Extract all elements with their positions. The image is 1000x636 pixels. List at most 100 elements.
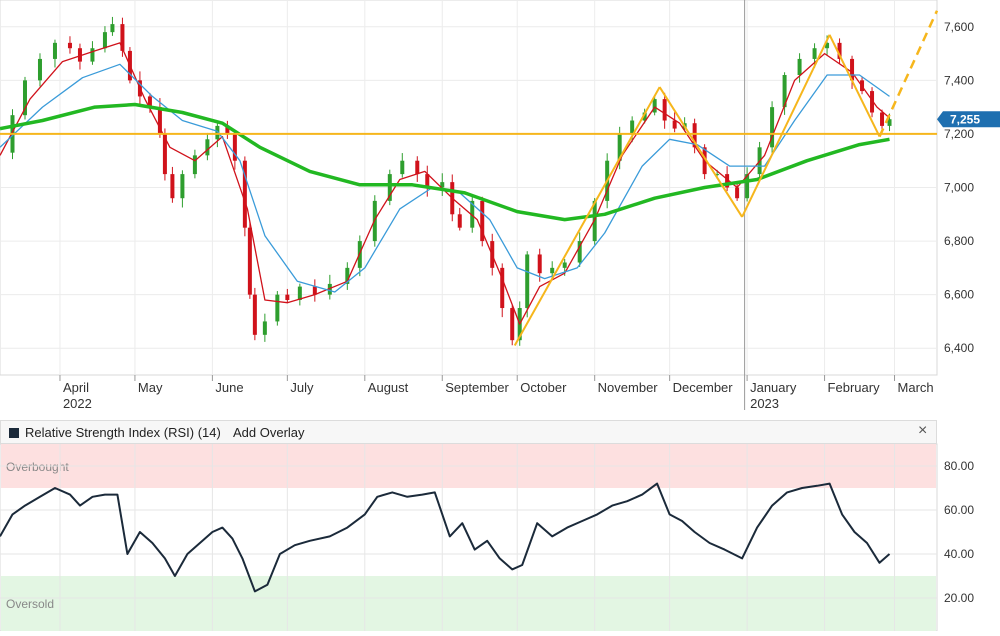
candle-body: [782, 75, 787, 108]
add-overlay-button[interactable]: Add Overlay: [233, 425, 305, 440]
x-year-label: 2023: [750, 396, 779, 411]
candle-body: [550, 267, 555, 274]
candle-body: [812, 48, 817, 59]
rsi-ytick-label: 80.00: [944, 459, 974, 473]
candle-body: [400, 160, 405, 175]
pattern-line: [741, 34, 831, 218]
candle-body: [285, 294, 290, 300]
candle-body: [425, 174, 430, 188]
candle-body: [215, 125, 220, 140]
candle-body: [67, 42, 72, 49]
moving-average-sma_fast: [0, 42, 890, 325]
candle-body: [110, 24, 115, 33]
candle-body: [170, 174, 175, 199]
price-ytick-label: 6,400: [944, 341, 974, 355]
candle-body: [745, 174, 750, 199]
candle-body: [457, 214, 462, 228]
moving-average-sma_slow: [0, 102, 890, 222]
price-ytick-label: 7,000: [944, 181, 974, 195]
candle-body: [592, 200, 597, 242]
x-month-label: December: [673, 380, 734, 395]
candle-body: [77, 48, 82, 62]
candle-body: [192, 155, 197, 175]
candle-body: [642, 112, 647, 121]
candle-body: [247, 227, 252, 295]
candle-body: [850, 58, 855, 81]
candle-body: [887, 119, 892, 126]
x-month-label: May: [138, 380, 163, 395]
candle-body: [500, 267, 505, 309]
candle-body: [470, 200, 475, 228]
candle-body: [262, 321, 267, 335]
candle-body: [880, 112, 885, 126]
x-month-label: November: [598, 380, 659, 395]
x-month-label: September: [445, 380, 509, 395]
rsi-line: [0, 482, 891, 593]
pattern-line: [513, 86, 661, 347]
candle-body: [157, 107, 162, 134]
x-month-label: March: [898, 380, 934, 395]
candle-body: [345, 267, 350, 284]
rsi-ytick-label: 40.00: [944, 547, 974, 561]
price-ytick-label: 7,200: [944, 127, 974, 141]
candle-body: [37, 58, 42, 81]
candle-body: [562, 262, 567, 268]
candle-body: [577, 241, 582, 263]
candle-body: [415, 160, 420, 175]
rsi-ytick-label: 60.00: [944, 503, 974, 517]
candle-body: [630, 120, 635, 134]
candle-body: [672, 120, 677, 129]
candle-body: [52, 42, 57, 59]
candle-body: [510, 308, 515, 341]
candle-body: [692, 123, 697, 148]
x-month-label: April: [63, 380, 89, 395]
x-month-label: August: [368, 380, 409, 395]
price-ytick-label: 6,800: [944, 234, 974, 248]
candle-body: [225, 125, 230, 134]
last-price-tag: [937, 111, 1000, 128]
x-month-label: February: [828, 380, 881, 395]
candle-body: [312, 286, 317, 295]
candle-body: [252, 294, 257, 335]
rsi-zone-label: Oversold: [6, 597, 54, 611]
candle-body: [22, 80, 27, 116]
candle-body: [870, 91, 875, 113]
candle-body: [825, 42, 830, 49]
rsi-title: Relative Strength Index (RSI) (14): [25, 425, 221, 440]
candle-body: [725, 174, 730, 188]
price-ytick-label: 7,600: [944, 20, 974, 34]
candle-body: [662, 99, 667, 121]
rsi-zone-oversold: [1, 576, 936, 631]
pattern-line: [658, 86, 743, 218]
candle-body: [242, 160, 247, 228]
candle-body: [275, 294, 280, 322]
last-price-label: 7,255: [950, 113, 980, 127]
candle-body: [147, 96, 152, 108]
candle-body: [715, 174, 720, 176]
x-month-label: June: [215, 380, 243, 395]
pattern-line: [828, 34, 881, 138]
candle-body: [480, 200, 485, 242]
candle-body: [537, 254, 542, 274]
candle-body: [617, 133, 622, 161]
candle-body: [770, 107, 775, 148]
price-ytick-label: 6,600: [944, 288, 974, 302]
candle-body: [180, 174, 185, 199]
rsi-ytick-label: 20.00: [944, 591, 974, 605]
candle-body: [297, 286, 302, 300]
candle-body: [525, 254, 530, 309]
candle-body: [652, 99, 657, 113]
candle-body: [387, 174, 392, 201]
x-year-label: 2022: [63, 396, 92, 411]
projection-line: [878, 10, 939, 138]
candle-body: [837, 42, 842, 59]
candle-body: [120, 24, 125, 51]
candle-body: [797, 58, 802, 75]
candle-body: [102, 32, 107, 49]
rsi-color-swatch: [9, 428, 19, 438]
x-month-label: January: [750, 380, 797, 395]
price-ytick-label: 7,400: [944, 73, 974, 87]
x-month-label: July: [290, 380, 314, 395]
close-rsi-button[interactable]: ×: [918, 422, 928, 439]
